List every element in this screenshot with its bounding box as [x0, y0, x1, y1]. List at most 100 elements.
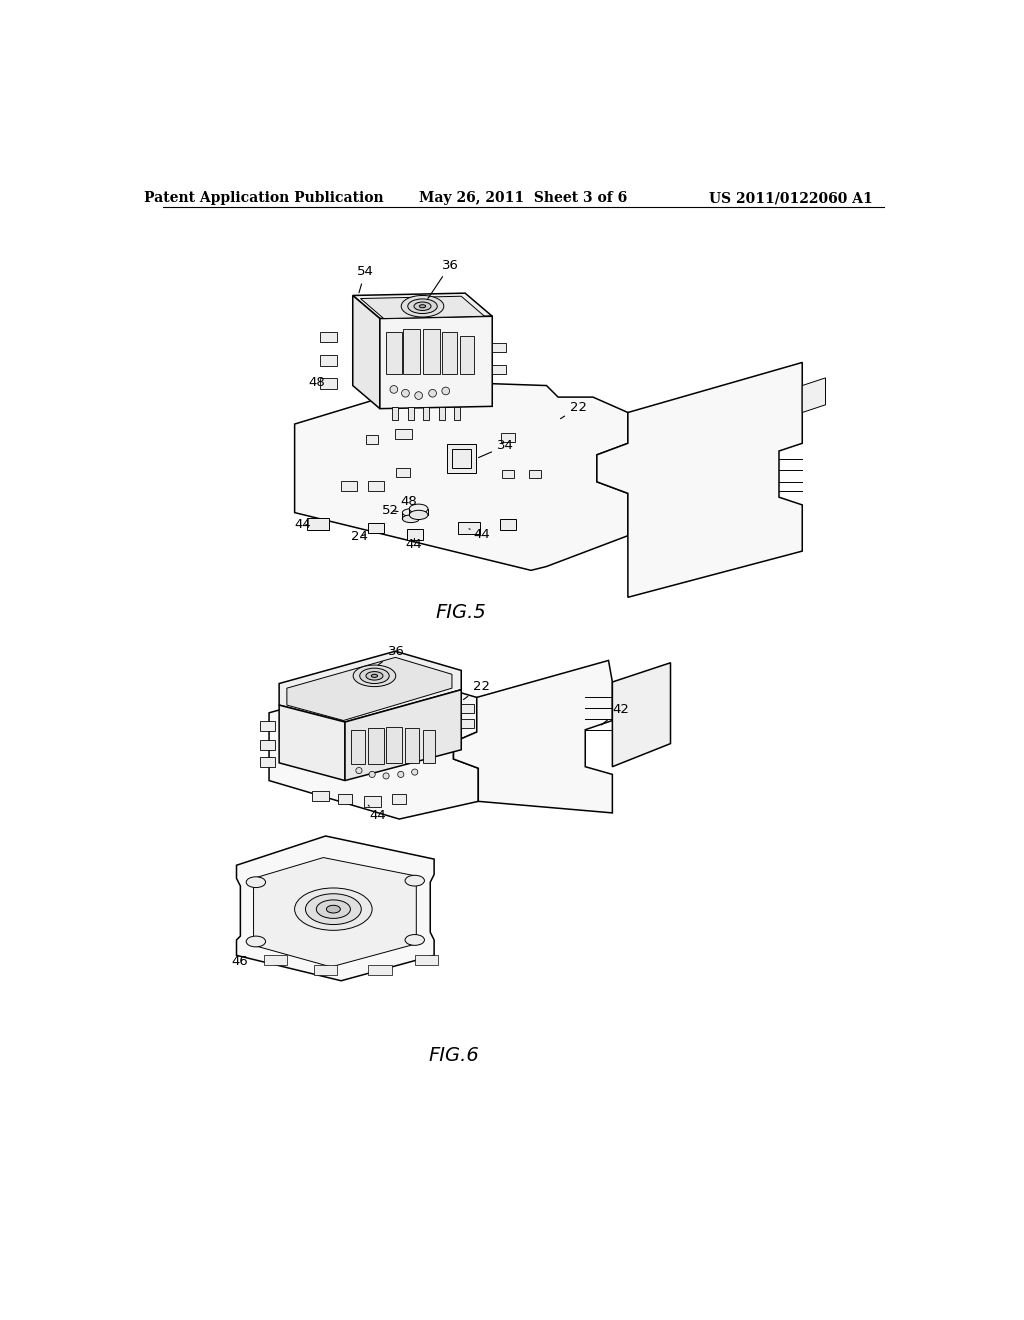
Polygon shape	[396, 469, 410, 478]
Circle shape	[412, 770, 418, 775]
Polygon shape	[280, 705, 345, 780]
Ellipse shape	[305, 894, 361, 924]
Polygon shape	[386, 726, 401, 763]
Polygon shape	[438, 407, 445, 420]
Text: 44: 44	[469, 528, 489, 541]
Text: 22: 22	[464, 680, 489, 700]
Ellipse shape	[408, 298, 437, 314]
Polygon shape	[307, 517, 329, 531]
Polygon shape	[321, 355, 337, 366]
Polygon shape	[237, 836, 434, 981]
Polygon shape	[458, 521, 480, 535]
Ellipse shape	[410, 504, 428, 513]
Polygon shape	[386, 331, 401, 374]
Polygon shape	[407, 529, 423, 540]
Polygon shape	[415, 956, 438, 965]
Ellipse shape	[414, 302, 431, 310]
Polygon shape	[461, 719, 474, 729]
Polygon shape	[392, 407, 398, 420]
Ellipse shape	[420, 305, 426, 308]
Polygon shape	[423, 407, 429, 420]
Polygon shape	[260, 758, 275, 767]
Polygon shape	[369, 729, 384, 764]
Text: 48: 48	[400, 495, 418, 508]
Polygon shape	[369, 480, 384, 491]
Text: 44: 44	[406, 539, 422, 550]
Text: 48: 48	[308, 376, 326, 388]
Circle shape	[356, 767, 362, 774]
Polygon shape	[314, 965, 337, 974]
Polygon shape	[528, 470, 541, 478]
Ellipse shape	[372, 675, 378, 677]
Circle shape	[415, 392, 423, 400]
Ellipse shape	[366, 672, 383, 680]
Ellipse shape	[402, 515, 420, 523]
Polygon shape	[612, 663, 671, 767]
Polygon shape	[295, 381, 628, 570]
Text: 42: 42	[601, 702, 630, 725]
Ellipse shape	[359, 668, 389, 684]
Polygon shape	[454, 660, 612, 813]
Polygon shape	[460, 335, 474, 374]
Ellipse shape	[401, 296, 443, 317]
Polygon shape	[392, 795, 407, 804]
Text: 36: 36	[428, 259, 459, 298]
Ellipse shape	[295, 888, 372, 931]
Polygon shape	[352, 293, 493, 318]
Ellipse shape	[402, 508, 420, 516]
Polygon shape	[369, 523, 384, 533]
Text: 54: 54	[356, 265, 374, 293]
Polygon shape	[493, 364, 506, 374]
Text: 36: 36	[378, 645, 404, 665]
Polygon shape	[287, 657, 452, 721]
Polygon shape	[501, 433, 515, 442]
Polygon shape	[345, 689, 461, 780]
Circle shape	[369, 771, 375, 777]
Polygon shape	[500, 519, 515, 529]
Text: 44: 44	[369, 805, 386, 822]
Text: FIG.5: FIG.5	[436, 603, 486, 622]
Text: Patent Application Publication: Patent Application Publication	[143, 191, 383, 206]
Circle shape	[442, 387, 450, 395]
Polygon shape	[280, 651, 461, 722]
Circle shape	[383, 774, 389, 779]
Polygon shape	[360, 296, 484, 318]
Text: 22: 22	[560, 401, 587, 418]
Text: 24: 24	[351, 529, 368, 543]
Ellipse shape	[316, 900, 350, 919]
Polygon shape	[442, 331, 458, 374]
Polygon shape	[408, 407, 414, 420]
Text: 44: 44	[295, 517, 311, 531]
Text: US 2011/0122060 A1: US 2011/0122060 A1	[709, 191, 872, 206]
Polygon shape	[338, 795, 352, 804]
Circle shape	[390, 385, 397, 393]
Polygon shape	[254, 858, 417, 966]
Polygon shape	[446, 444, 476, 474]
Ellipse shape	[246, 876, 265, 887]
Polygon shape	[455, 407, 461, 420]
Text: FIG.6: FIG.6	[428, 1045, 479, 1065]
Ellipse shape	[410, 511, 428, 520]
Circle shape	[397, 771, 403, 777]
Polygon shape	[380, 317, 493, 409]
Polygon shape	[260, 721, 275, 730]
Polygon shape	[321, 378, 337, 388]
Text: May 26, 2011  Sheet 3 of 6: May 26, 2011 Sheet 3 of 6	[419, 191, 628, 206]
Ellipse shape	[406, 875, 424, 886]
Polygon shape	[461, 704, 474, 713]
Ellipse shape	[246, 936, 265, 946]
Polygon shape	[403, 330, 420, 374]
Polygon shape	[352, 296, 380, 409]
Polygon shape	[802, 378, 825, 412]
Polygon shape	[260, 739, 275, 750]
Polygon shape	[311, 791, 329, 801]
Ellipse shape	[406, 935, 424, 945]
Polygon shape	[269, 676, 478, 818]
Polygon shape	[406, 729, 420, 763]
Polygon shape	[502, 470, 514, 478]
Polygon shape	[493, 343, 506, 352]
Polygon shape	[263, 956, 287, 965]
Circle shape	[429, 389, 436, 397]
Text: 52: 52	[382, 504, 399, 517]
Polygon shape	[341, 480, 356, 491]
